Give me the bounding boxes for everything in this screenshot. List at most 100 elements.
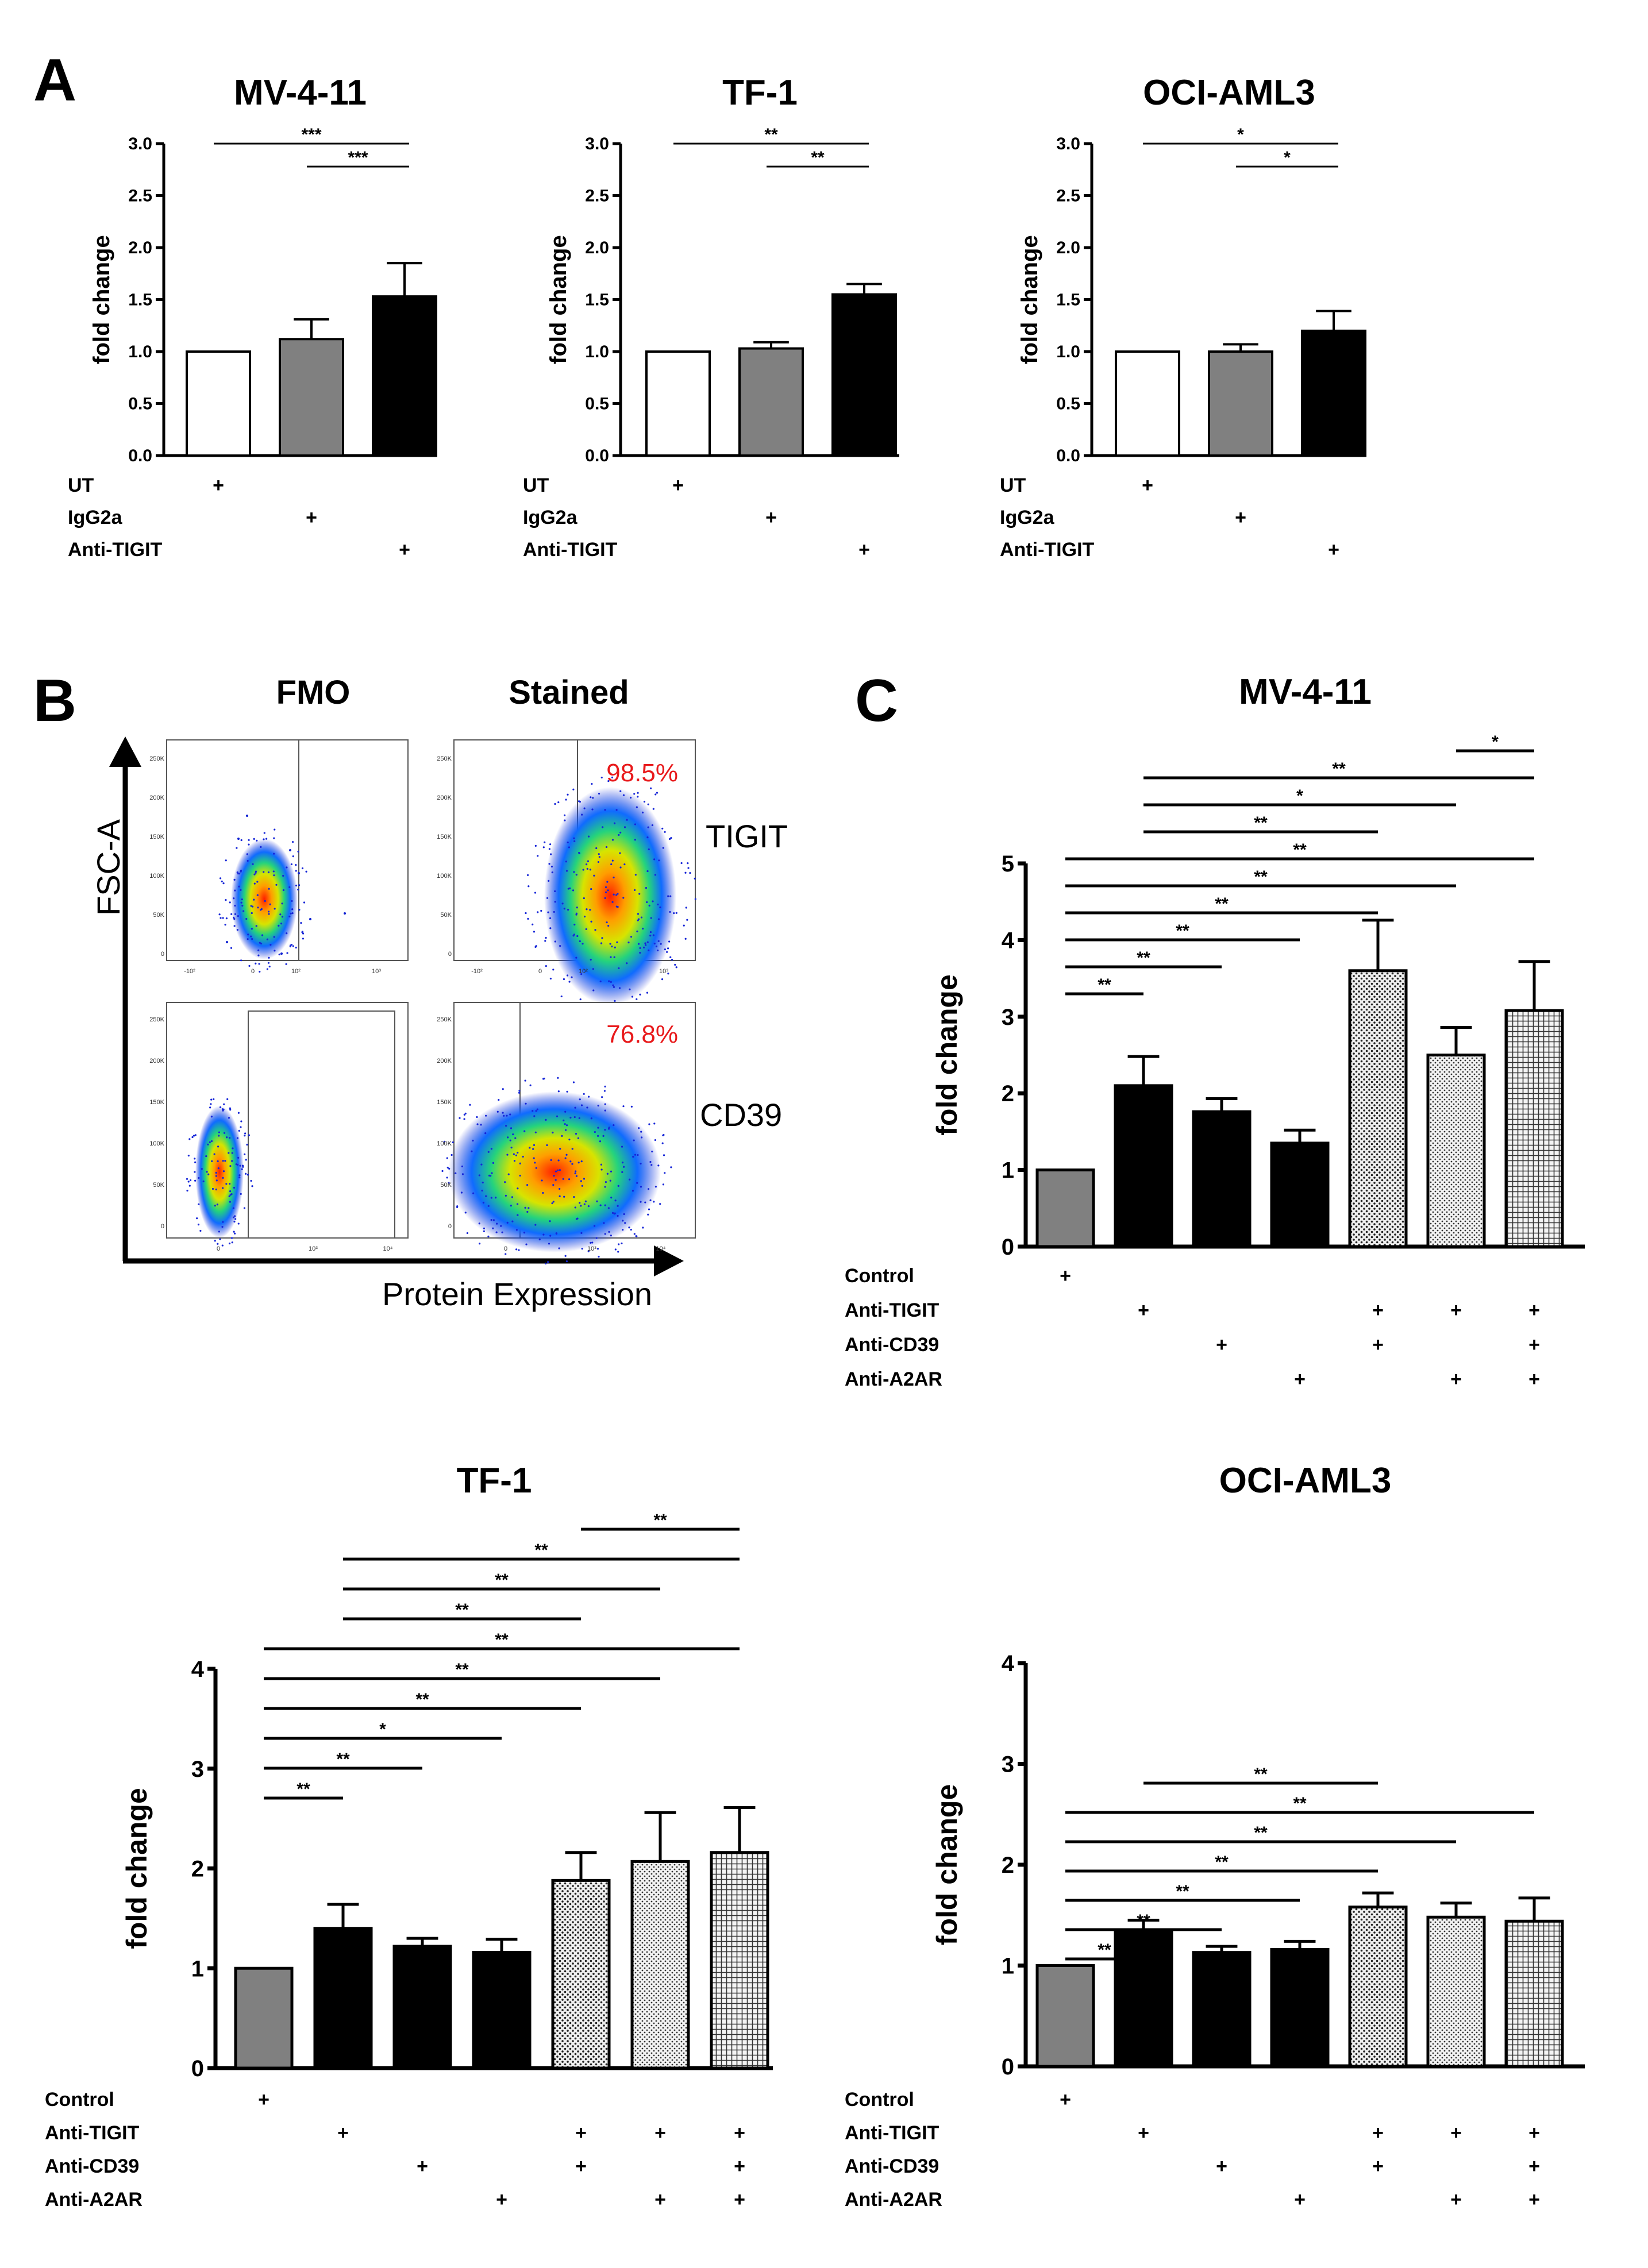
flow-event-dot — [541, 1179, 543, 1182]
svg-text:250K: 250K — [149, 755, 164, 762]
flow-event-dot — [607, 1207, 610, 1209]
flow-event-dot — [253, 838, 255, 840]
flow-event-dot — [552, 1131, 554, 1134]
bar-2 — [1208, 350, 1273, 457]
flow-event-dot — [582, 943, 584, 945]
flow-event-dot — [604, 891, 607, 893]
flow-event-dot — [191, 1136, 194, 1139]
bar-1 — [1035, 1964, 1095, 2068]
flow-event-dot — [606, 921, 608, 924]
flow-event-dot — [251, 928, 253, 930]
flow-event-dot — [673, 912, 675, 915]
flow-event-dot — [597, 1105, 599, 1107]
treatment-plus: + — [734, 2189, 745, 2211]
flow-event-dot — [446, 1157, 448, 1159]
flow-event-dot — [222, 1160, 224, 1162]
flow-event-dot — [281, 916, 284, 918]
treatment-row-label: UT — [523, 475, 549, 496]
flow-event-dot — [647, 826, 649, 828]
flow-event-dot — [658, 859, 660, 862]
flow-event-dot — [538, 1238, 541, 1241]
flow-event-dot — [606, 1172, 609, 1175]
flow-event-dot — [583, 897, 585, 900]
flow-event-dot — [593, 874, 595, 877]
flow-event-dot — [536, 1108, 538, 1110]
flow-event-dot — [558, 1247, 560, 1249]
flow-event-dot — [557, 801, 560, 804]
flow-event-dot — [250, 1179, 252, 1182]
bar-1 — [234, 1966, 294, 2070]
flow-event-dot — [607, 780, 610, 782]
flow-event-dot — [563, 1119, 565, 1121]
flow-event-dot — [461, 1165, 464, 1168]
flow-event-dot — [573, 923, 576, 926]
flow-event-dot — [188, 1185, 191, 1187]
treatment-plus: + — [1528, 1368, 1540, 1390]
significance-label: ** — [1254, 1765, 1268, 1784]
svg-text:250K: 250K — [149, 1016, 164, 1023]
flow-event-dot — [608, 980, 610, 982]
y-tick-label: 2.5 — [128, 187, 152, 206]
svg-text:10³: 10³ — [587, 1245, 596, 1252]
flow-event-dot — [647, 1188, 650, 1190]
flow-event-dot — [590, 796, 592, 799]
flow-event-dot — [188, 1138, 191, 1140]
flow-event-dot — [498, 1099, 500, 1101]
flow-event-dot — [653, 1201, 655, 1203]
chart-title: TF-1 — [457, 1461, 532, 1501]
flow-event-dot — [628, 1226, 630, 1229]
flow-event-dot — [557, 1090, 560, 1093]
flow-event-dot — [234, 1215, 236, 1217]
y-tick-label: 0.5 — [585, 395, 609, 414]
flow-event-dot — [245, 1159, 247, 1161]
treatment-plus: + — [1528, 1334, 1540, 1356]
flow-event-dot — [618, 834, 620, 836]
flow-event-dot — [518, 1091, 521, 1094]
flow-event-dot — [237, 1222, 240, 1225]
svg-text:200K: 200K — [149, 1058, 164, 1064]
flow-event-dot — [564, 1123, 566, 1125]
flow-ytick-labels-top-left: 250K 200K 150K 100K 50K 0 — [149, 755, 164, 958]
flow-event-dot — [622, 1220, 624, 1222]
flow-event-dot — [230, 1237, 233, 1239]
y-tick-label: 2.0 — [1056, 238, 1080, 257]
flow-event-dot — [556, 1115, 559, 1117]
flow-event-dot — [234, 913, 237, 915]
flow-event-dot — [532, 1110, 534, 1112]
flow-event-dot — [629, 1178, 631, 1181]
flow-event-dot — [529, 1147, 531, 1149]
flow-event-dot — [247, 934, 249, 936]
flow-event-dot — [600, 942, 603, 944]
treatment-plus: + — [417, 2155, 428, 2177]
svg-text:150K: 150K — [149, 1099, 164, 1106]
flow-event-dot — [464, 1212, 467, 1214]
flow-event-dot — [610, 1170, 613, 1172]
flow-event-dot — [476, 1116, 478, 1118]
flow-event-dot — [274, 950, 276, 952]
flow-event-dot — [532, 1148, 534, 1150]
flow-event-dot — [557, 1169, 559, 1171]
significance-label: ** — [1293, 1794, 1307, 1813]
flow-event-dot — [260, 942, 263, 945]
flow-event-dot — [576, 935, 579, 938]
flow-event-dot — [207, 1143, 209, 1145]
flow-event-dot — [623, 1213, 625, 1216]
flow-event-dot — [516, 1203, 519, 1205]
treatment-plus: + — [1528, 1299, 1540, 1321]
flow-event-dot — [613, 1213, 615, 1215]
y-tick-label: 2.0 — [128, 238, 152, 257]
flow-event-dot — [515, 1248, 518, 1251]
flow-event-dot — [572, 1081, 575, 1083]
flow-event-dot — [624, 1222, 626, 1224]
treatment-plus: + — [654, 2122, 666, 2144]
flow-event-dot — [238, 1177, 241, 1179]
flow-event-dot — [575, 1170, 577, 1172]
flow-event-dot — [654, 874, 657, 876]
flow-event-dot — [511, 1196, 514, 1198]
flow-event-dot — [211, 1187, 214, 1190]
flow-event-dot — [229, 1107, 231, 1109]
treatment-plus: + — [575, 2155, 587, 2177]
flow-event-dot — [286, 866, 288, 869]
flow-event-dot — [487, 1235, 490, 1237]
significance-label: *** — [348, 148, 368, 167]
